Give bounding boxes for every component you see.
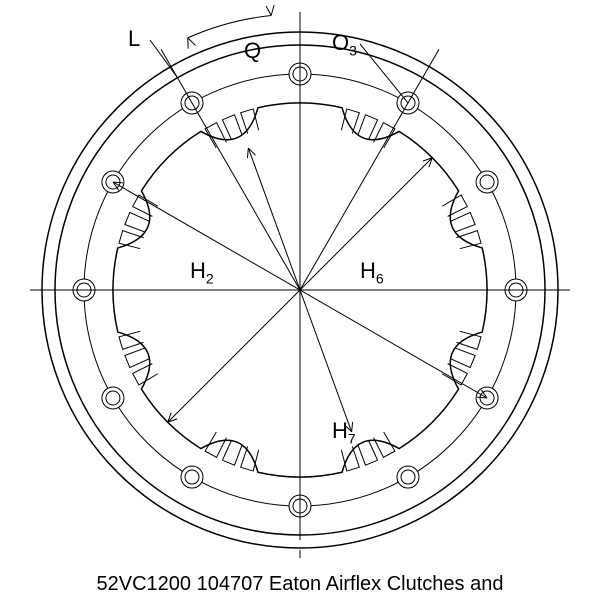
label-L: L [128, 26, 140, 52]
label-H7: H7 [332, 418, 356, 446]
label-H6: H6 [360, 258, 384, 286]
label-Q: Q [244, 38, 261, 64]
technical-drawing-svg [0, 0, 600, 600]
label-H2: H2 [190, 258, 214, 286]
diagram-container: L Q O3 H2 H6 H7 52VC1200 104707 Eaton Ai… [0, 0, 600, 600]
label-O3: O3 [332, 30, 357, 58]
caption: 52VC1200 104707 Eaton Airflex Clutches a… [0, 573, 600, 596]
